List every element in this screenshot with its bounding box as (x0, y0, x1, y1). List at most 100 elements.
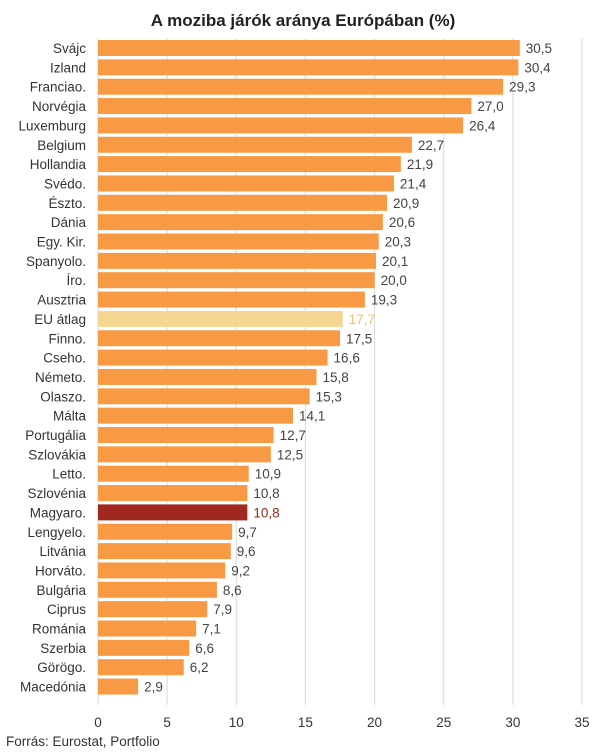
value-label: 8,6 (223, 583, 242, 598)
bar (98, 330, 340, 347)
x-tick-label: 25 (436, 715, 451, 730)
bar (98, 59, 519, 76)
value-label: 9,2 (231, 563, 250, 578)
bar (98, 78, 504, 95)
bars (98, 40, 520, 695)
bar (98, 291, 365, 308)
value-label: 30,5 (526, 41, 552, 56)
x-tick-label: 10 (229, 715, 244, 730)
bar (98, 252, 376, 269)
bar (98, 388, 310, 405)
category-label: Ciprus (47, 602, 86, 617)
value-label: 2,9 (144, 680, 163, 695)
x-tick-label: 30 (505, 715, 520, 730)
bar (98, 581, 217, 598)
bar (98, 562, 226, 579)
bar (98, 214, 383, 231)
bar (98, 639, 190, 656)
x-tick-label: 0 (94, 715, 102, 730)
value-label: 20,9 (393, 196, 419, 211)
category-label: Svédo. (44, 176, 86, 191)
bar (98, 272, 375, 289)
value-label: 19,3 (371, 293, 397, 308)
bar (98, 117, 464, 134)
bar (98, 194, 388, 211)
bar (98, 543, 231, 560)
bar (98, 620, 197, 637)
value-labels: 30,5 30,4 29,3 27,0 26,4 22,7 21,9 21,4 20,9 20,6… (144, 41, 552, 695)
category-label: Románia (32, 622, 87, 637)
bar (98, 175, 394, 192)
value-label: 12,5 (277, 447, 303, 462)
category-label: Íro. (66, 273, 86, 288)
category-label: Egy. Kir. (37, 235, 86, 250)
category-label: Szlovákia (28, 447, 86, 462)
value-label: 26,4 (469, 118, 496, 133)
category-label: Olaszo. (40, 389, 86, 404)
bar (98, 465, 249, 482)
category-label: Svájc (53, 41, 86, 56)
value-label: 6,2 (190, 660, 209, 675)
category-label: Görögo. (37, 660, 86, 675)
value-label: 12,7 (280, 428, 306, 443)
value-label: 16,6 (334, 351, 360, 366)
category-label: Szlovénia (27, 486, 86, 501)
category-label: Portugália (25, 428, 86, 443)
category-label: Bulgária (36, 583, 86, 598)
value-label: 17,5 (346, 331, 372, 346)
value-label: 30,4 (524, 60, 551, 75)
value-label: 20,0 (381, 273, 407, 288)
x-tick-label: 5 (163, 715, 171, 730)
category-label: Horváto. (35, 563, 86, 578)
value-label: 21,9 (407, 157, 433, 172)
bar (98, 446, 271, 463)
x-tick-label: 20 (367, 715, 382, 730)
bar (98, 659, 184, 676)
value-label: 20,3 (385, 235, 411, 250)
value-label: 22,7 (418, 138, 444, 153)
category-label: Cseho. (43, 351, 86, 366)
value-label: 21,4 (400, 176, 427, 191)
category-label: Észto. (48, 196, 86, 211)
category-label: Szerbia (40, 641, 86, 656)
value-label: 7,9 (213, 602, 232, 617)
source-note: Forrás: Eurostat, Portfolio (6, 734, 160, 749)
bar (98, 485, 248, 502)
category-label: EU átlag (34, 312, 86, 327)
value-label: 10,8 (253, 486, 279, 501)
category-label: Málta (53, 409, 87, 424)
value-label: 14,1 (299, 409, 325, 424)
x-axis-ticks: 0 5 10 15 20 25 30 35 (94, 715, 589, 730)
bar (98, 136, 412, 153)
value-label: 29,3 (509, 80, 535, 95)
category-label: Hollandia (30, 157, 87, 172)
category-label: Litvánia (39, 544, 86, 559)
bar (98, 233, 379, 250)
category-label: Macedónia (20, 680, 87, 695)
value-label: 20,6 (389, 215, 415, 230)
bar (98, 349, 328, 366)
category-label: Belgium (37, 138, 86, 153)
bar (98, 523, 233, 540)
chart-title: A moziba járók aránya Európában (%) (151, 11, 456, 30)
bar (98, 98, 472, 115)
value-label: 17,7 (349, 312, 375, 327)
category-label: Letto. (52, 467, 86, 482)
category-label: Luxemburg (18, 118, 86, 133)
value-label: 6,6 (195, 641, 214, 656)
category-label: Izland (50, 60, 86, 75)
bar (98, 427, 274, 443)
category-label: Finno. (48, 331, 86, 346)
value-label: 10,9 (255, 467, 281, 482)
x-tick-label: 15 (298, 715, 313, 730)
bar (98, 601, 208, 618)
bar (98, 156, 401, 173)
category-label: Dánia (51, 215, 87, 230)
bar (98, 368, 317, 385)
value-label: 15,8 (322, 370, 348, 385)
value-label: 20,1 (382, 254, 408, 269)
value-label: 27,0 (477, 99, 503, 114)
category-label: Spanyolo. (26, 254, 86, 269)
category-label: Magyaro. (30, 505, 86, 520)
